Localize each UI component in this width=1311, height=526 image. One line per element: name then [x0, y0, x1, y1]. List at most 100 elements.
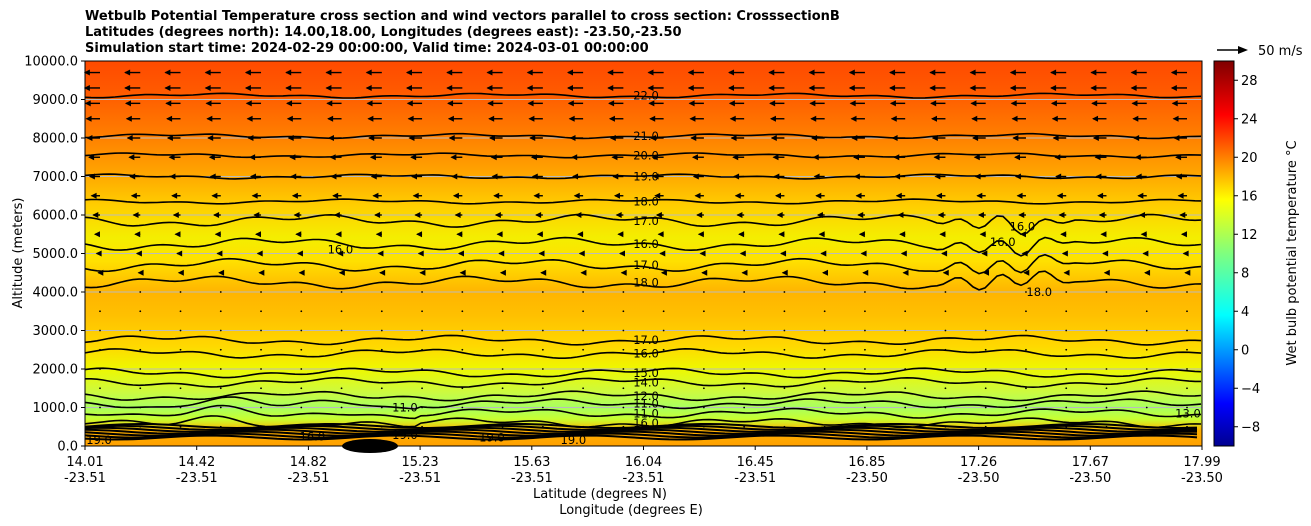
wind-vector-head	[929, 69, 936, 76]
wind-vector-head	[575, 212, 582, 218]
wind-vector-dot	[743, 425, 746, 428]
wind-vector-dot	[461, 387, 464, 390]
wind-vector-head	[499, 269, 506, 276]
y-tick-label: 9000.0	[33, 93, 79, 108]
wind-vector-head	[538, 250, 545, 257]
wind-vector-dot	[179, 387, 182, 390]
wind-vector-dot	[179, 329, 182, 332]
wind-vector-dot	[823, 291, 826, 293]
wind-vector-dot	[421, 406, 423, 409]
wind-vector-head	[696, 212, 703, 218]
wind-vector-head	[134, 231, 141, 238]
wind-vector-head	[368, 135, 375, 141]
wind-vector-head	[1175, 173, 1182, 180]
wind-vector-head	[1021, 250, 1028, 257]
wind-vector-head	[858, 231, 865, 238]
wind-vector-head	[1054, 154, 1061, 161]
wind-vector-dot	[582, 310, 585, 313]
wind-vector-dot	[823, 310, 826, 313]
wind-vector-dot	[1186, 425, 1188, 428]
wind-vector-head	[204, 84, 211, 91]
wind-vector-dot	[139, 368, 142, 370]
wind-vector-head	[124, 69, 131, 76]
surface-contour-line	[84, 434, 1198, 441]
wind-vector-head	[168, 154, 175, 161]
wind-vector-head	[613, 192, 620, 199]
wind-vector-head	[578, 250, 585, 257]
wind-vector-dot	[219, 406, 222, 409]
wind-vector-head	[493, 192, 500, 199]
wind-vector-dot	[622, 310, 625, 313]
wind-vector-head	[290, 173, 297, 180]
wind-vector-dot	[622, 387, 625, 390]
wind-vector-dot	[622, 329, 625, 332]
wind-vector-head	[249, 173, 256, 180]
wind-vector-head	[983, 269, 990, 276]
contour-line	[85, 376, 1201, 389]
wind-vector-dot	[1145, 406, 1148, 409]
wind-vector-dot	[823, 387, 826, 390]
wind-vector-dot	[864, 329, 866, 332]
wind-vector-head	[1012, 135, 1019, 141]
wind-vector-head	[295, 231, 302, 238]
wind-vector-head	[941, 250, 948, 257]
wind-vector-head	[1092, 135, 1099, 141]
contour-line	[84, 198, 1202, 205]
wind-vector-head	[862, 269, 869, 276]
wind-vector-head	[730, 135, 737, 141]
wind-vector-head	[531, 173, 538, 180]
wind-vector-head	[889, 100, 896, 107]
wind-vector-head	[738, 231, 745, 238]
contour-label: 19.0	[633, 170, 659, 184]
wind-vector-head	[447, 115, 454, 122]
wind-vector-dot	[501, 368, 504, 370]
wind-vector-head	[891, 135, 898, 141]
wind-vector-dot	[622, 368, 625, 370]
wind-vector-head	[249, 154, 256, 161]
contour-label: 22.0	[633, 89, 659, 103]
x-tick-label-lon: -23.50	[1069, 471, 1111, 486]
wind-vector-head	[369, 154, 376, 161]
wind-vector-dot	[944, 310, 947, 313]
wind-vector-dot	[783, 310, 786, 313]
wind-vector-dot	[461, 406, 464, 409]
wind-vector-dot	[541, 387, 544, 390]
wind-vector-head	[251, 192, 258, 199]
wind-vector-head	[651, 154, 658, 161]
wind-vector-dot	[944, 348, 947, 351]
wind-vector-head	[694, 192, 701, 199]
wind-vector-dot	[300, 291, 303, 293]
wind-vector-dot	[99, 310, 101, 313]
wind-vector-head	[1135, 173, 1142, 180]
wind-vector-dot	[1025, 425, 1027, 428]
wind-vector-dot	[501, 310, 504, 313]
wind-vector-head	[486, 69, 493, 76]
wind-vector-dot	[944, 329, 947, 332]
wind-vector-dot	[1065, 310, 1068, 313]
wind-reference-label: 50 m/s	[1258, 44, 1303, 59]
contour-line	[84, 396, 1202, 410]
wind-vector-dot	[501, 425, 504, 428]
wind-vector-head	[609, 135, 616, 141]
wind-vector-head	[129, 173, 136, 180]
wind-vector-head	[1173, 135, 1180, 141]
wind-vector-head	[333, 212, 340, 218]
wind-vector-dot	[702, 425, 705, 428]
x-tick-label-lat: 16.85	[848, 455, 885, 470]
wind-vector-head	[853, 154, 860, 161]
wind-vector-head	[734, 192, 741, 199]
wind-vector-head	[332, 192, 339, 199]
wind-vector-dot	[421, 387, 423, 390]
wind-vector-dot	[984, 348, 987, 351]
wind-vector-head	[768, 69, 775, 76]
wind-vector-head	[83, 84, 90, 91]
wind-vector-dot	[179, 291, 182, 293]
colorbar	[1213, 60, 1235, 447]
wind-vector-head	[451, 173, 458, 180]
wind-vector-dot	[541, 310, 544, 313]
wind-vector-dot	[300, 329, 303, 332]
wind-vector-dot	[702, 329, 705, 332]
x-tick-label-lon: -23.51	[734, 471, 776, 486]
wind-vector-dot	[1145, 291, 1148, 293]
wind-vector-head	[580, 269, 587, 276]
